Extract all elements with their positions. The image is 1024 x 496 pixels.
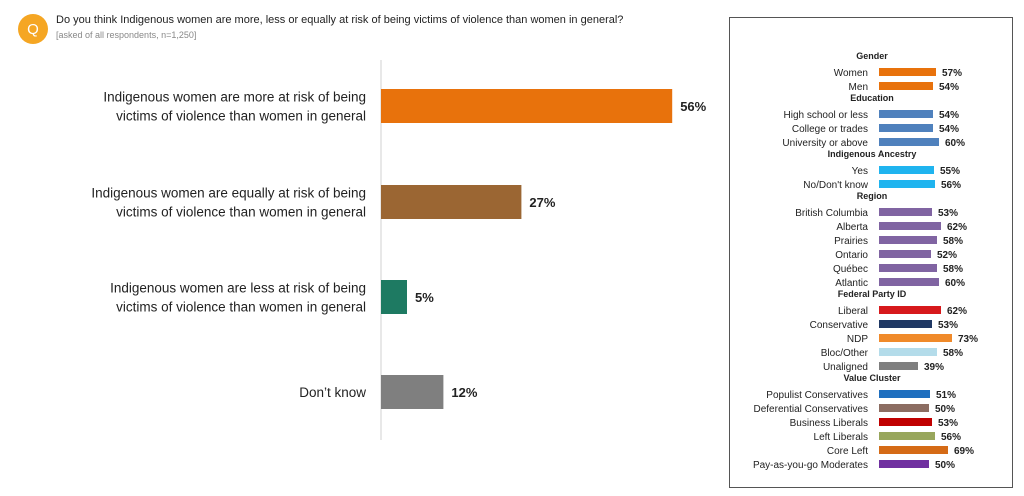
bar-value-label-4: 12% bbox=[451, 385, 477, 400]
group-title-1: Gender bbox=[856, 51, 888, 61]
subgroup-label-5-3: NDP bbox=[847, 334, 868, 345]
subgroup-label-6-5: Core Left bbox=[827, 446, 868, 457]
subgroup-label-2-2: College or trades bbox=[792, 124, 868, 135]
group-title-3: Indigenous Ancestry bbox=[828, 149, 917, 159]
subgroup-value-4-2: 62% bbox=[947, 222, 967, 233]
subgroup-bar-2-1 bbox=[879, 110, 933, 118]
subgroup-value-4-1: 53% bbox=[938, 208, 958, 219]
subgroup-value-1-2: 54% bbox=[939, 82, 959, 93]
subgroup-label-4-1: British Columbia bbox=[795, 208, 868, 219]
group-title-2: Education bbox=[850, 93, 894, 103]
category-label-2-line-2: victims of violence than women in genera… bbox=[116, 205, 366, 220]
subgroup-value-5-4: 58% bbox=[943, 348, 963, 359]
subgroup-label-6-6: Pay-as-you-go Moderates bbox=[753, 460, 868, 471]
category-label-3-line-1: Indigenous women are less at risk of bei… bbox=[110, 281, 366, 296]
subgroup-bar-5-4 bbox=[879, 348, 937, 356]
subgroup-label-4-3: Prairies bbox=[834, 236, 868, 247]
subgroup-bar-6-1 bbox=[879, 390, 930, 398]
subgroup-label-5-2: Conservative bbox=[810, 320, 869, 331]
subgroup-value-5-1: 62% bbox=[947, 306, 967, 317]
subgroup-value-5-5: 39% bbox=[924, 362, 944, 373]
subgroup-bar-5-3 bbox=[879, 334, 952, 342]
subgroup-label-6-4: Left Liberals bbox=[814, 432, 868, 443]
subgroup-bar-2-3 bbox=[879, 138, 939, 146]
category-label-4-line-1: Don’t know bbox=[299, 385, 366, 400]
subgroup-value-4-3: 58% bbox=[943, 236, 963, 247]
subgroup-bar-chart: Gender Women 57% Men 54% Education High school… bbox=[753, 51, 978, 471]
subgroup-value-6-3: 53% bbox=[938, 418, 958, 429]
subgroup-bar-6-6 bbox=[879, 460, 929, 468]
subgroup-panel: Gender Women 57% Men 54% Education High school… bbox=[729, 17, 1013, 488]
category-label-2-line-1: Indigenous women are equally at risk of … bbox=[91, 186, 366, 201]
group-title-4: Region bbox=[857, 191, 888, 201]
subgroup-bar-5-1 bbox=[879, 306, 941, 314]
subgroup-bar-1-1 bbox=[879, 68, 936, 76]
subgroup-value-5-2: 53% bbox=[938, 320, 958, 331]
bar-1 bbox=[381, 89, 673, 123]
subgroup-label-1-2: Men bbox=[849, 82, 868, 93]
bar-4 bbox=[381, 375, 444, 409]
subgroup-label-6-1: Populist Conservatives bbox=[766, 390, 868, 401]
subgroup-label-1-1: Women bbox=[834, 68, 868, 79]
question-text: Do you think Indigenous women are more, … bbox=[56, 14, 624, 26]
subgroup-bar-5-2 bbox=[879, 320, 932, 328]
bar-value-label-1: 56% bbox=[680, 99, 706, 114]
subgroup-label-5-4: Bloc/Other bbox=[821, 348, 869, 359]
subgroup-value-4-4: 52% bbox=[937, 250, 957, 261]
bar-value-label-3: 5% bbox=[415, 290, 434, 305]
category-label-1-line-2: victims of violence than women in genera… bbox=[116, 109, 366, 124]
bar-value-label-2: 27% bbox=[529, 195, 555, 210]
bar-2 bbox=[381, 185, 522, 219]
subgroup-value-3-2: 56% bbox=[941, 180, 961, 191]
bar-3 bbox=[381, 280, 407, 314]
subgroup-value-6-2: 50% bbox=[935, 404, 955, 415]
subgroup-bar-2-2 bbox=[879, 124, 933, 132]
subgroup-label-2-3: University or above bbox=[782, 138, 868, 149]
subgroup-label-6-3: Business Liberals bbox=[790, 418, 868, 429]
main-bar-chart: 56% Indigenous women are more at risk of … bbox=[91, 60, 707, 440]
subgroup-label-2-1: High school or less bbox=[784, 110, 868, 121]
subgroup-bar-1-2 bbox=[879, 82, 933, 90]
subgroup-bar-4-1 bbox=[879, 208, 932, 216]
subgroup-bar-6-5 bbox=[879, 446, 948, 454]
subgroup-value-4-6: 60% bbox=[945, 278, 965, 289]
question-badge: Q bbox=[18, 14, 48, 44]
subgroup-value-1-1: 57% bbox=[942, 68, 962, 79]
subgroup-label-4-2: Alberta bbox=[836, 222, 868, 233]
subgroup-value-6-4: 56% bbox=[941, 432, 961, 443]
subgroup-bar-4-2 bbox=[879, 222, 941, 230]
subgroup-bar-4-3 bbox=[879, 236, 937, 244]
subgroup-bar-6-4 bbox=[879, 432, 935, 440]
subgroup-label-4-4: Ontario bbox=[835, 250, 868, 261]
subgroup-value-6-5: 69% bbox=[954, 446, 974, 457]
subgroup-value-6-6: 50% bbox=[935, 460, 955, 471]
subgroup-label-4-5: Québec bbox=[833, 264, 868, 275]
subgroup-label-6-2: Deferential Conservatives bbox=[754, 404, 869, 415]
subgroup-value-2-2: 54% bbox=[939, 124, 959, 135]
sample-note: [asked of all respondents, n=1,250] bbox=[56, 30, 197, 40]
subgroup-value-2-1: 54% bbox=[939, 110, 959, 121]
subgroup-bar-5-5 bbox=[879, 362, 918, 370]
subgroup-value-3-1: 55% bbox=[940, 166, 960, 177]
subgroup-bar-3-1 bbox=[879, 166, 934, 174]
category-label-3-line-2: victims of violence than women in genera… bbox=[116, 300, 366, 315]
subgroup-bar-4-6 bbox=[879, 278, 939, 286]
subgroup-bar-6-3 bbox=[879, 418, 932, 426]
subgroup-bar-6-2 bbox=[879, 404, 929, 412]
subgroup-value-4-5: 58% bbox=[943, 264, 963, 275]
subgroup-bar-3-2 bbox=[879, 180, 935, 188]
category-label-1-line-1: Indigenous women are more at risk of bei… bbox=[103, 90, 366, 105]
group-title-5: Federal Party ID bbox=[838, 289, 907, 299]
subgroup-label-5-5: Unaligned bbox=[823, 362, 868, 373]
subgroup-label-4-6: Atlantic bbox=[835, 278, 868, 289]
subgroup-value-6-1: 51% bbox=[936, 390, 956, 401]
subgroup-value-5-3: 73% bbox=[958, 334, 978, 345]
subgroup-label-3-1: Yes bbox=[852, 166, 868, 177]
group-title-6: Value Cluster bbox=[843, 373, 901, 383]
subgroup-label-5-1: Liberal bbox=[838, 306, 868, 317]
subgroup-bar-4-4 bbox=[879, 250, 931, 258]
subgroup-bar-4-5 bbox=[879, 264, 937, 272]
subgroup-value-2-3: 60% bbox=[945, 138, 965, 149]
subgroup-label-3-2: No/Don't know bbox=[803, 180, 868, 191]
